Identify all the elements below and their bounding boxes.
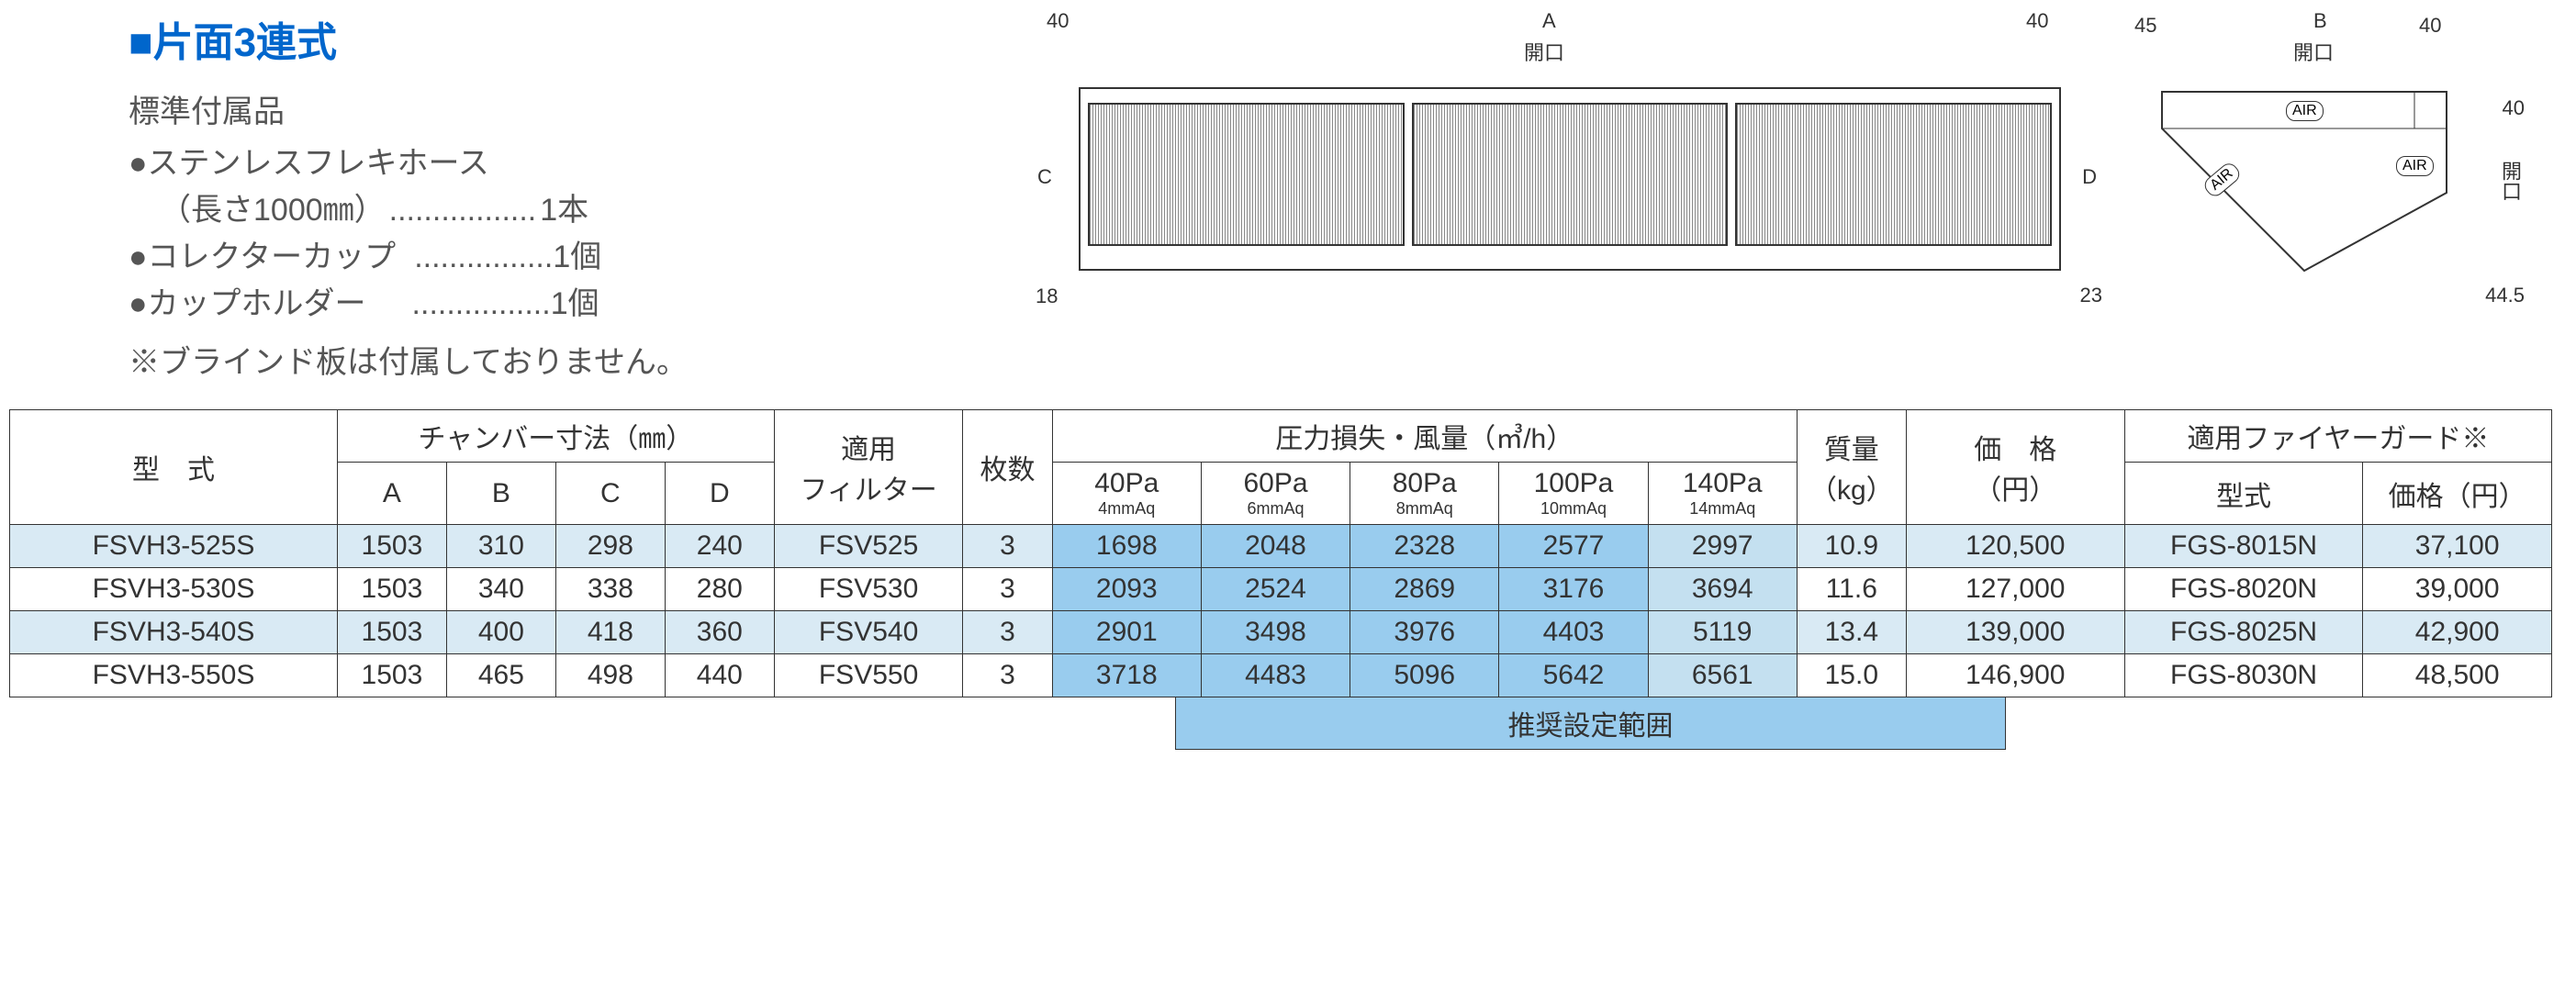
th-b: B — [446, 463, 555, 525]
th-pa60: 60Pa6mmAq — [1201, 463, 1350, 525]
dim-opening-side: 開口 — [2293, 37, 2334, 66]
air-badge-1: AIR — [2286, 101, 2324, 121]
top-section: ■片面3連式 標準付属品 ● ステンレスフレキホース （長さ1000㎜） ...… — [129, 9, 2567, 382]
th-price: 価 格 （円） — [1906, 410, 2124, 525]
dim-40-right-side: 40 — [2503, 96, 2525, 120]
dim-45: 45 — [2134, 14, 2156, 38]
note: ※ブラインド板は付属しておりません。 — [129, 337, 955, 382]
dim-18: 18 — [1036, 284, 1058, 308]
bullet-3: ● カップホルダー ................ 1個 — [129, 281, 955, 328]
dim-d: D — [2082, 165, 2097, 189]
th-d: D — [665, 463, 774, 525]
bullet-2: ● コレクターカップ ................ 1個 — [129, 234, 955, 281]
title: ■片面3連式 — [129, 9, 955, 68]
grille-2 — [1412, 103, 1729, 246]
air-badge-3: AIR — [2396, 156, 2434, 176]
dim-c: C — [1037, 165, 1052, 189]
th-fg-price: 価格（円） — [2363, 463, 2552, 525]
table-row: FSVH3-550S 1503 465 498 440 FSV550 3 371… — [10, 654, 2552, 697]
footer-wrap: 推奨設定範囲 — [1175, 697, 2006, 750]
table-row: FSVH3-525S 1503 310 298 240 FSV525 3 169… — [10, 525, 2552, 568]
th-pa140: 140Pa14mmAq — [1648, 463, 1797, 525]
th-a: A — [337, 463, 446, 525]
table-row: FSVH3-530S 1503 340 338 280 FSV530 3 209… — [10, 568, 2552, 611]
th-pa80: 80Pa8mmAq — [1350, 463, 1499, 525]
dim-40-left: 40 — [1047, 9, 1069, 33]
diagram-side: B 45 40 開口 AIR AIR AIR 40 開口 44.5 — [2130, 9, 2525, 303]
th-pressure: 圧力損失・風量（㎥/h） — [1052, 410, 1797, 463]
th-fireguard: 適用ファイヤーガード※ — [2124, 410, 2551, 463]
dim-opening-top: 開口 — [1524, 37, 1564, 66]
dim-23: 23 — [2080, 284, 2102, 307]
diagram-front: A 40 40 開口 C D 18 23 — [1010, 9, 2093, 303]
side-body: AIR AIR AIR — [2157, 87, 2451, 271]
table-row: FSVH3-540S 1503 400 418 360 FSV540 3 290… — [10, 611, 2552, 654]
th-qty: 枚数 — [963, 410, 1052, 525]
bullet-1: ● ステンレスフレキホース — [129, 140, 955, 187]
th-fg-model: 型式 — [2124, 463, 2363, 525]
header-area: ■片面3連式 標準付属品 ● ステンレスフレキホース （長さ1000㎜） ...… — [129, 9, 955, 382]
dim-opening-right: 開口 — [2495, 161, 2525, 201]
table-body: FSVH3-525S 1503 310 298 240 FSV525 3 169… — [10, 525, 2552, 697]
bullet-1-detail: （長さ1000㎜） ................. 1本 — [129, 187, 955, 234]
dim-b: B — [2313, 9, 2327, 33]
grille-1 — [1088, 103, 1405, 246]
th-pa100: 100Pa10mmAq — [1499, 463, 1648, 525]
dim-445: 44.5 — [2485, 284, 2525, 307]
grille-3 — [1735, 103, 2052, 246]
th-mass: 質量 （kg） — [1797, 410, 1906, 525]
th-chamber: チャンバー寸法（㎜） — [337, 410, 774, 463]
table-head: 型 式 チャンバー寸法（㎜） 適用 フィルター 枚数 圧力損失・風量（㎥/h） … — [10, 410, 2552, 525]
th-filter: 適用 フィルター — [774, 410, 963, 525]
th-pa40: 40Pa4mmAq — [1052, 463, 1201, 525]
front-body — [1079, 87, 2061, 271]
spec-table: 型 式 チャンバー寸法（㎜） 適用 フィルター 枚数 圧力損失・風量（㎥/h） … — [9, 409, 2552, 697]
subtitle: 標準付属品 — [129, 86, 955, 131]
th-model: 型 式 — [10, 410, 338, 525]
recommended-range: 推奨設定範囲 — [1175, 697, 2006, 750]
dim-40-top: 40 — [2419, 14, 2441, 38]
diagrams: A 40 40 開口 C D 18 23 B 45 40 開口 — [1010, 9, 2525, 303]
dim-a: A — [1542, 9, 1556, 33]
th-c: C — [555, 463, 665, 525]
dim-40-right: 40 — [2026, 9, 2048, 33]
